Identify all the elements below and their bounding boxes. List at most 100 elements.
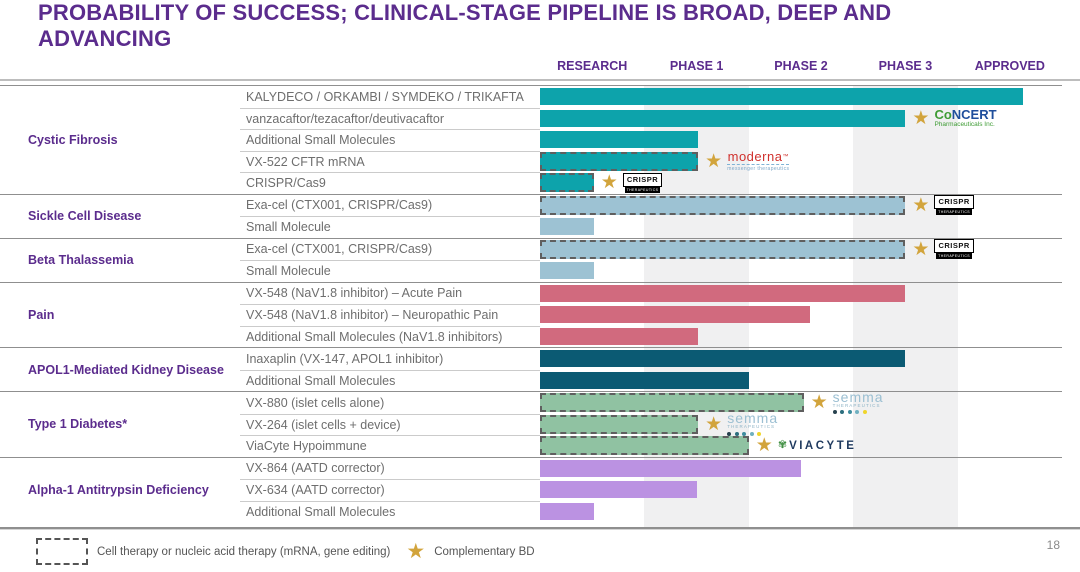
phase-track — [540, 283, 1062, 305]
pipeline-row: Additional Small Molecules — [240, 500, 1062, 523]
column-header-phase-1: PHASE 1 — [669, 59, 724, 73]
pipeline-row: VX-880 (islet cells alone) ★ semma THERAPEU… — [240, 390, 1062, 414]
pipeline-row: KALYDECO / ORKAMBI / SYMDEKO / TRIKAFTA — [240, 86, 1062, 108]
pipeline-bar-dashed — [540, 151, 699, 171]
moderna-logo-wordmark: moderna™ — [727, 148, 789, 164]
trademark-symbol: ™ — [782, 153, 789, 160]
crispr-therapeutics-logo: CRISPR THERAPEUTICS — [622, 172, 663, 193]
moderna-logo-subtext: messenger therapeutics — [727, 165, 790, 172]
complementary-bd-star-icon: ★ — [912, 107, 930, 129]
pipeline-row: Small Molecule — [240, 260, 1062, 282]
program-label: Additional Small Molecules (NaV1.8 inhib… — [240, 325, 540, 348]
pipeline-row: CRISPR/Cas9 ★ CRISPR THERAPEUTICS — [240, 172, 1062, 194]
disease-group-label: Alpha-1 Antitrypsin Deficiency — [28, 482, 209, 497]
semma-logo-dot — [855, 410, 860, 414]
semma-logo-subtext: THERAPEUTICS — [727, 424, 776, 429]
phase-track — [540, 326, 1062, 348]
dashed-box-legend-swatch — [36, 538, 88, 565]
complementary-bd-star-icon: ★ — [600, 172, 618, 194]
legend-dashed-label: Cell therapy or nucleic acid therapy (mR… — [97, 545, 391, 558]
program-label: VX-264 (islet cells + device) — [240, 413, 540, 436]
pipeline-bar — [540, 327, 699, 345]
pipeline-row: Exa-cel (CTX001, CRISPR/Cas9) ★ CRISPR THER… — [240, 239, 1062, 261]
pipeline-row: VX-522 CFTR mRNA ★ moderna™ messenger thera… — [240, 148, 1062, 173]
disease-group-rows: KALYDECO / ORKAMBI / SYMDEKO / TRIKAFTA v… — [240, 86, 1062, 194]
crispr-logo-wordmark: CRISPR — [934, 239, 974, 254]
disease-group: Type 1 Diabetes* VX-880 (islet cells alon… — [0, 390, 1062, 457]
phase-track — [540, 260, 1062, 282]
disease-group-rows: VX-880 (islet cells alone) ★ semma THERAPEU… — [240, 390, 1062, 457]
phase-track — [540, 501, 1062, 523]
pipeline-bar — [540, 284, 906, 302]
phase-track — [540, 304, 1062, 326]
partner-logo: moderna™ messenger therapeutics — [727, 148, 790, 172]
concert-logo-co: Co — [934, 106, 952, 122]
crispr-therapeutics-logo: CRISPR THERAPEUTICS — [934, 239, 974, 260]
pipeline-bar-dashed — [540, 173, 594, 193]
partner-logo: CRISPR THERAPEUTICS — [934, 195, 974, 216]
pipeline-bar — [540, 481, 697, 499]
page-number: 18 — [1046, 538, 1060, 552]
semma-logo-dot — [757, 431, 762, 436]
disease-group-rows: Exa-cel (CTX001, CRISPR/Cas9) ★ CRISPR THER… — [240, 195, 1062, 238]
pipeline-bar-dashed — [540, 436, 749, 456]
crispr-logo-subtext: THERAPEUTICS — [624, 186, 661, 193]
phase-track: ★ semma THERAPEUTICS — [540, 411, 1062, 436]
phase-track: ★ CRISPR THERAPEUTICS — [540, 239, 1062, 261]
pipeline-bar — [540, 218, 594, 236]
semma-logo-dot — [862, 410, 867, 414]
crispr-logo-subtext: THERAPEUTICS — [936, 209, 973, 216]
semma-logo-dot — [749, 431, 754, 436]
pipeline-bar — [540, 262, 594, 280]
viacyte-leaf-icon: ✾ — [777, 439, 788, 452]
partner-logo: semma THERAPEUTICS — [727, 411, 778, 436]
phase-track — [540, 348, 1062, 370]
pipeline-bar — [540, 459, 801, 477]
pipeline-row: VX-264 (islet cells + device) ★ semma THERA… — [240, 411, 1062, 436]
pipeline-row: VX-634 (AATD corrector) — [240, 479, 1062, 501]
column-header-phase-3: PHASE 3 — [878, 59, 933, 73]
column-header-phase-2: PHASE 2 — [774, 59, 828, 73]
pipeline-bar — [540, 306, 810, 324]
pipeline-row: Exa-cel (CTX001, CRISPR/Cas9) ★ CRISPR THER… — [240, 195, 1062, 217]
disease-group-rows: Exa-cel (CTX001, CRISPR/Cas9) ★ CRISPR THER… — [240, 239, 1062, 282]
disease-group-label: Beta Thalassemia — [28, 253, 134, 267]
program-label: VX-548 (NaV1.8 inhibitor) – Acute Pain — [246, 286, 463, 301]
program-label: Inaxaplin (VX-147, APOL1 inhibitor) — [246, 351, 444, 366]
complementary-bd-star-icon: ★ — [912, 194, 930, 216]
phase-track — [540, 370, 1062, 392]
pipeline-bar — [540, 109, 906, 127]
disease-group-rows: VX-548 (NaV1.8 inhibitor) – Acute Pain VX… — [240, 283, 1062, 348]
concert-logo-subtext: Pharmaceuticals Inc. — [934, 120, 995, 128]
program-label: Additional Small Molecules — [240, 369, 540, 392]
crispr-logo-subtext: THERAPEUTICS — [936, 253, 973, 260]
concert-pharmaceuticals-logo: CoNCERT Pharmaceuticals Inc. — [934, 106, 997, 128]
pipeline-row: Additional Small Molecules (NaV1.8 inhib… — [240, 325, 1062, 348]
program-label: KALYDECO / ORKAMBI / SYMDEKO / TRIKAFTA — [246, 89, 524, 104]
concert-logo-ncert: NCERT — [951, 106, 997, 122]
program-label: VX-880 (islet cells alone) — [246, 395, 385, 410]
complementary-bd-star-icon: ★ — [705, 150, 723, 172]
page-title: PROBABILITY OF SUCCESS; CLINICAL-STAGE P… — [38, 0, 891, 52]
phase-track: ★ ✾ VIACYTE — [540, 435, 1062, 457]
disease-group: APOL1-Mediated Kidney Disease Inaxaplin (… — [0, 347, 1062, 391]
pipeline-bar — [540, 88, 1023, 106]
semma-logo-dot — [847, 410, 852, 414]
disease-group-label: Pain — [28, 307, 55, 322]
semma-logo-dot — [727, 431, 732, 436]
pipeline-row: Inaxaplin (VX-147, APOL1 inhibitor) — [240, 348, 1062, 370]
partner-logo: CoNCERT Pharmaceuticals Inc. — [934, 106, 997, 128]
phase-track: ★ semma THERAPEUTICS — [540, 390, 1062, 414]
phase-track: ★ moderna™ messenger therapeutics — [540, 148, 1062, 173]
header-divider — [0, 79, 1080, 81]
crispr-logo-wordmark: CRISPR — [934, 195, 974, 210]
disease-group-label: Type 1 Diabetes* — [28, 417, 128, 432]
semma-logo-dot — [734, 431, 739, 436]
pipeline-bar — [540, 371, 749, 389]
program-label: VX-864 (AATD corrector) — [246, 461, 385, 476]
pipeline-row: ViaCyte Hypoimmune ★ ✾ VIACYTE — [240, 435, 1062, 457]
program-label: VX-634 (AATD corrector) — [240, 479, 540, 501]
pipeline-row: VX-864 (AATD corrector) — [240, 458, 1062, 480]
partner-logo: ✾ VIACYTE — [778, 440, 857, 452]
